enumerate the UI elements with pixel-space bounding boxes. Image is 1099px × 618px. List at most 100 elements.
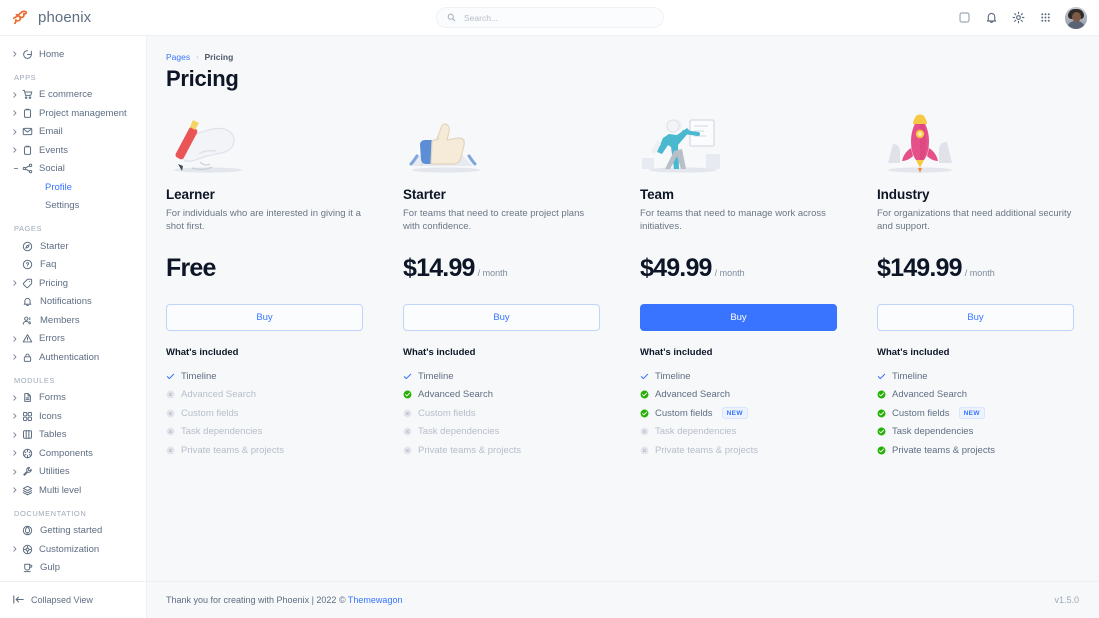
sidebar-item-e-commerce[interactable]: E commerce [0, 86, 146, 105]
puzzle-icon [22, 448, 39, 459]
check-circle-icon [877, 427, 886, 436]
apps-grid-icon[interactable] [1038, 11, 1052, 25]
sidebar-item-label: Starter [40, 240, 69, 252]
sidebar-item-label: Forms [39, 392, 66, 404]
check-icon [877, 372, 886, 381]
cart-icon [22, 89, 39, 100]
sidebar-item-getting-started[interactable]: Getting started [0, 522, 146, 541]
new-badge: NEW [721, 407, 748, 420]
check-circle-icon [640, 409, 649, 418]
theme-toggle-icon[interactable] [957, 11, 971, 25]
sidebar-item-label: Customization [39, 543, 100, 555]
sidebar-item-label: Social [39, 163, 65, 175]
sidebar-item-pricing[interactable]: Pricing [0, 274, 146, 293]
sidebar-item-home[interactable]: Home [0, 45, 146, 64]
feature-label: Private teams & projects [655, 444, 758, 456]
rocket-circle-icon [22, 525, 40, 536]
gear-icon[interactable] [1011, 11, 1025, 25]
feature-item: Task dependencies [640, 423, 837, 442]
feature-label: Timeline [892, 370, 928, 382]
sidebar-item-components[interactable]: Components [0, 444, 146, 463]
search-icon [447, 11, 456, 25]
breadcrumb: Pages › Pricing [166, 52, 1079, 62]
chevron-down-icon [13, 168, 22, 170]
sidebar-subitem-profile[interactable]: Profile [0, 178, 146, 197]
sidebar-item-notifications[interactable]: Notifications [0, 293, 146, 312]
search-box[interactable] [436, 7, 664, 28]
circle-x-icon [403, 427, 412, 436]
feature-label: Timeline [181, 370, 217, 382]
page-content: Pages › Pricing Pricing Learner For indiv… [147, 36, 1099, 581]
sidebar-item-project-management[interactable]: Project management [0, 104, 146, 123]
sidebar-section-documentation: DOCUMENTATION [14, 508, 87, 518]
sidebar-item-gulp[interactable]: Gulp [0, 559, 146, 578]
sidebar-item-label: Notifications [40, 296, 92, 308]
buy-button[interactable]: Buy [877, 304, 1074, 331]
chevron-right-icon [13, 147, 22, 153]
brand[interactable]: phoenix [0, 8, 147, 27]
themewagon-link[interactable]: Themewagon [347, 595, 403, 605]
sidebar-item-icons[interactable]: Icons [0, 407, 146, 426]
grid-squares-icon [22, 411, 39, 422]
search-input[interactable] [462, 11, 653, 24]
sidebar-item-tables[interactable]: Tables [0, 426, 146, 445]
circle-x-icon [640, 427, 649, 436]
sidebar-item-errors[interactable]: Errors [0, 330, 146, 349]
sidebar-section-apps: APPS [14, 72, 37, 82]
hand-writing-pencil-illustration [166, 114, 363, 176]
bell-icon [22, 296, 40, 307]
sidebar-item-email[interactable]: Email [0, 123, 146, 142]
buy-button[interactable]: Buy [166, 304, 363, 331]
gear-circle-icon [22, 544, 39, 555]
sidebar-item-social[interactable]: Social [0, 160, 146, 179]
feature-list: Timeline Advanced Search Custom fields NEW T… [640, 367, 837, 460]
check-circle-icon [640, 390, 649, 399]
phoenix-bird-logo-icon [12, 8, 31, 27]
sidebar-item-customization[interactable]: Customization [0, 540, 146, 559]
sidebar: Home APPS E commerce Project management Emai… [0, 36, 147, 618]
chevron-right-icon [13, 280, 22, 286]
buy-button[interactable]: Buy [403, 304, 600, 331]
sidebar-item-members[interactable]: Members [0, 311, 146, 330]
feature-label: Custom fields [181, 407, 239, 419]
pricing-card-starter: Starter For teams that need to create pro… [403, 114, 640, 460]
avatar[interactable] [1065, 6, 1087, 29]
whats-included-title: What's included [166, 347, 239, 358]
sidebar-item-authentication[interactable]: Authentication [0, 348, 146, 367]
sidebar-item-label: Multi level [39, 484, 82, 496]
clock-icon [22, 49, 39, 60]
feature-item: Private teams & projects [877, 441, 1079, 460]
feature-label: Private teams & projects [418, 444, 521, 456]
sidebar-item-faq[interactable]: Faq [0, 256, 146, 275]
buy-button[interactable]: Buy [640, 304, 837, 331]
feature-label: Task dependencies [181, 426, 263, 438]
bell-icon[interactable] [984, 11, 998, 25]
feature-label: Custom fields [655, 407, 713, 419]
tag-icon [22, 278, 39, 289]
plan-description: For organizations that need additional s… [877, 208, 1072, 233]
feature-label: Custom fields [418, 407, 476, 419]
plan-price-row: Free [166, 256, 363, 290]
breadcrumb-separator: › [196, 53, 199, 61]
sidebar-subitem-settings[interactable]: Settings [0, 197, 146, 216]
main: Pages › Pricing Pricing Learner For indiv… [147, 36, 1099, 618]
feature-item: Timeline [403, 367, 600, 386]
sidebar-item-multi-level[interactable]: Multi level [0, 481, 146, 500]
sidebar-item-label: Getting started [40, 525, 103, 537]
sidebar-item-label: Project management [39, 107, 127, 119]
sidebar-item-forms[interactable]: Forms [0, 389, 146, 408]
collapsed-view-toggle[interactable]: Collapsed View [0, 581, 146, 618]
feature-item: Timeline [166, 367, 363, 386]
sidebar-section-modules: MODULES [14, 375, 55, 385]
plan-description: For individuals who are interested in gi… [166, 208, 361, 233]
breadcrumb-item-pages[interactable]: Pages [166, 52, 191, 62]
feature-item: Advanced Search [640, 386, 837, 405]
clipboard-icon [22, 108, 39, 119]
sidebar-item-starter[interactable]: Starter [0, 237, 146, 256]
chevron-right-icon [13, 336, 22, 342]
chevron-right-icon [13, 469, 22, 475]
feature-item: Custom fields NEW [877, 404, 1079, 423]
sidebar-item-utilities[interactable]: Utilities [0, 463, 146, 482]
sidebar-item-events[interactable]: Events [0, 141, 146, 160]
envelope-icon [22, 126, 39, 137]
